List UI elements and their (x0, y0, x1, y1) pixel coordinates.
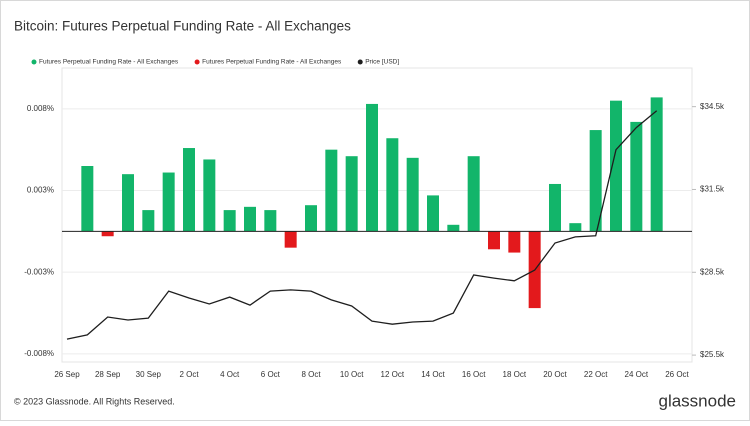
y2-tick-label: $31.5k (700, 185, 725, 194)
bar (488, 231, 500, 250)
bar (325, 149, 338, 232)
bar (162, 172, 175, 232)
bar (223, 210, 236, 232)
x-tick-label: 22 Oct (584, 370, 608, 379)
bar (650, 97, 663, 232)
y-tick-label: 0.003% (27, 186, 54, 195)
bar (142, 210, 155, 232)
legend-label: Futures Perpetual Funding Rate - All Exc… (39, 59, 179, 66)
y2-tick-label: $25.5k (700, 350, 725, 359)
bar (244, 206, 256, 232)
bar (345, 156, 358, 232)
bar (366, 103, 378, 232)
legend-swatch (31, 59, 37, 65)
bar (467, 156, 480, 232)
bar (630, 121, 643, 232)
bar (122, 174, 134, 232)
y-tick-label: -0.008% (24, 349, 54, 358)
bar (203, 159, 216, 232)
legend-swatch (194, 59, 200, 65)
x-tick-label: 16 Oct (462, 370, 486, 379)
bar (589, 130, 602, 232)
chart-title: Bitcoin: Futures Perpetual Funding Rate … (14, 19, 351, 34)
x-tick-label: 26 Sep (54, 370, 80, 379)
bar (427, 195, 439, 232)
legend-label: Price [USD] (365, 59, 399, 66)
x-tick-label: 14 Oct (421, 370, 445, 379)
x-tick-label: 10 Oct (340, 370, 364, 379)
x-tick-label: 2 Oct (179, 370, 199, 379)
x-tick-label: 18 Oct (503, 370, 527, 379)
y-tick-label: 0.008% (27, 104, 54, 113)
bar (183, 148, 195, 232)
bar (569, 223, 582, 232)
y-tick-label: -0.003% (24, 267, 54, 276)
bar (549, 183, 561, 232)
bar (264, 210, 277, 232)
footer: © 2023 Glassnode. All Rights Reserved. (14, 396, 175, 406)
x-tick-label: 8 Oct (301, 370, 321, 379)
bar (508, 231, 521, 253)
bar (386, 138, 399, 232)
brand-logo: glassnode (658, 391, 736, 410)
legend-swatch (357, 59, 363, 65)
bar (610, 100, 622, 232)
y2-tick-label: $34.5k (700, 102, 725, 111)
bar (284, 231, 297, 248)
bar (305, 205, 317, 232)
x-tick-label: 6 Oct (261, 370, 281, 379)
bar (406, 157, 419, 232)
bar (447, 224, 460, 232)
price-line (66, 110, 658, 340)
y2-tick-label: $28.5k (700, 267, 725, 276)
x-tick-label: 12 Oct (381, 370, 405, 379)
plot-frame (61, 67, 693, 363)
x-tick-label: 30 Sep (136, 370, 162, 379)
x-tick-label: 24 Oct (625, 370, 649, 379)
legend-label: Futures Perpetual Funding Rate - All Exc… (202, 59, 342, 66)
x-tick-label: 26 Oct (665, 370, 689, 379)
bar (101, 231, 114, 237)
x-tick-label: 28 Sep (95, 370, 121, 379)
x-tick-label: 4 Oct (220, 370, 240, 379)
bar (81, 166, 94, 232)
x-tick-label: 20 Oct (543, 370, 567, 379)
